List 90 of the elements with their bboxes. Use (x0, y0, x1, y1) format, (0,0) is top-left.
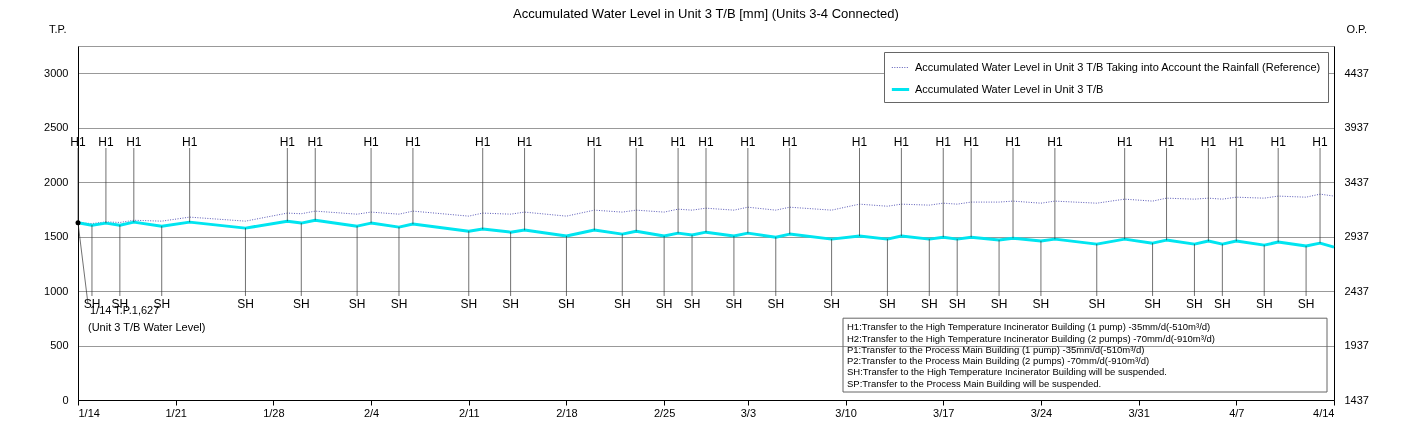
annotation: H1 (935, 135, 952, 149)
annotation: SH (1144, 297, 1161, 311)
x-tick-label: 3/17 (933, 406, 955, 419)
y-tick-label: 1000 (44, 284, 69, 297)
y2-tick-label: 2437 (1344, 284, 1369, 297)
y-tick-label: 1500 (44, 230, 69, 243)
annotation: SH (502, 297, 519, 311)
x-tick-label: 3/3 (740, 406, 757, 419)
annotation: H1 (628, 135, 645, 149)
annotation: SH (823, 297, 840, 311)
legend-label: Accumulated Water Level in Unit 3 T/B Taking into Account the Rainfall (Reference) (915, 60, 1321, 73)
x-tick-label: 3/10 (835, 406, 857, 419)
annotation: SH (1214, 297, 1231, 311)
x-tick-label: 2/11 (458, 406, 480, 419)
annotation: H1 (1200, 135, 1217, 149)
y2-tick-label: 1937 (1344, 339, 1369, 352)
y2-tick-label: 3437 (1344, 175, 1369, 188)
annotation: SH (879, 297, 896, 311)
annotation: H2:Transfer to the High Temperature Incinerator Building (2 pumps) -70mm/d(-910m³/d) (847, 332, 1216, 344)
x-tick-label: 1/28 (263, 406, 285, 419)
annotation: H1 (516, 135, 533, 149)
y-axis-title: T.P. (48, 22, 67, 35)
y-tick-label: 0 (62, 393, 69, 406)
annotation: H1 (363, 135, 380, 149)
annotation: H1 (670, 135, 687, 149)
annotation: SH:Transfer to the High Temperature Incinerator Building will be suspended. (847, 366, 1168, 378)
annotation: P2:Transfer to the Process Main Building (2 pumps) -70mm/d(-910m³/d) (847, 355, 1150, 367)
annotation: SH (920, 297, 938, 311)
y2-tick-label: 1437 (1344, 393, 1369, 406)
annotation: SH (767, 297, 785, 311)
x-tick-label: 3/24 (1030, 406, 1053, 419)
annotation: SH (237, 297, 254, 311)
annotation: H1 (405, 135, 421, 149)
annotation: H1 (1270, 135, 1287, 149)
annotation: H1 (181, 135, 198, 149)
annotation: H1 (98, 135, 114, 149)
annotation: SH (990, 297, 1008, 311)
annotation: H1 (963, 135, 980, 149)
annotation: SH (1297, 297, 1315, 311)
legend-label: Accumulated Water Level in Unit 3 T/B (915, 82, 1104, 95)
annotation: H1 (740, 135, 756, 149)
annotation: SH (613, 297, 631, 311)
annotation: SH (460, 297, 478, 311)
annotation: H1:Transfer to the High Temperature Incinerator Building (1 pump) -35mm/d(-510m³/d) (847, 321, 1211, 333)
y-tick-label: 500 (50, 339, 69, 352)
annotation: H1 (307, 135, 324, 149)
annotation: SH (655, 297, 673, 311)
annotation: SH (725, 297, 743, 311)
y-tick-label: 3000 (44, 66, 69, 79)
annotation: H1 (586, 135, 603, 149)
annotation: SH (1255, 297, 1273, 311)
annotation: SH (292, 297, 310, 311)
y-tick-label: 2000 (44, 175, 69, 188)
x-tick-label: 2/18 (556, 406, 578, 419)
y2-axis-title: O.P. (1346, 22, 1368, 35)
x-tick-label: 3/31 (1128, 406, 1150, 419)
annotation: H1 (851, 135, 868, 149)
annotation: H1 (279, 135, 296, 149)
annotation: H1 (893, 135, 910, 149)
annotation: SH (1088, 297, 1106, 311)
annotation: H1 (1228, 135, 1245, 149)
x-tick-label: 2/4 (363, 406, 380, 419)
y-tick-label: 2500 (44, 121, 69, 134)
y2-tick-label: 2937 (1344, 230, 1369, 243)
x-tick-label: 1/14 (78, 406, 100, 419)
annotation: H1 (1312, 135, 1329, 149)
annotation: H1 (782, 135, 798, 149)
annotation: H1 (1047, 135, 1063, 149)
annotation: SH (1032, 297, 1050, 311)
y2-tick-label: 3937 (1344, 121, 1369, 134)
annotation: SH (558, 297, 575, 311)
annotation: SH (948, 297, 966, 311)
x-tick-label: 4/14 (1313, 406, 1335, 419)
x-tick-label: 4/7 (1229, 406, 1245, 419)
annotation: H1 (1005, 135, 1022, 149)
annotation: H1 (1158, 135, 1175, 149)
annotation: H1 (1116, 135, 1133, 149)
annotation: SH (348, 297, 366, 311)
annotation: SH (1186, 297, 1203, 311)
y2-tick-label: 4437 (1344, 66, 1369, 79)
annotation: H1 (126, 135, 142, 149)
annotation: H1 (475, 135, 491, 149)
annotation: H1 (698, 135, 714, 149)
x-tick-label: 1/21 (165, 406, 187, 419)
annotation: SH (390, 297, 408, 311)
annotation: P1:Transfer to the Process Main Building (1 pump) -35mm/d(-510m³/d) (847, 343, 1145, 355)
annotation: SP:Transfer to the Process Main Building will be suspended. (847, 377, 1102, 389)
annotation: SH (683, 297, 701, 311)
x-tick-label: 2/25 (653, 406, 676, 419)
chart-title: Accumulated Water Level in Unit 3 T/B [mm] (Units 3-4 Connected) (513, 6, 899, 21)
